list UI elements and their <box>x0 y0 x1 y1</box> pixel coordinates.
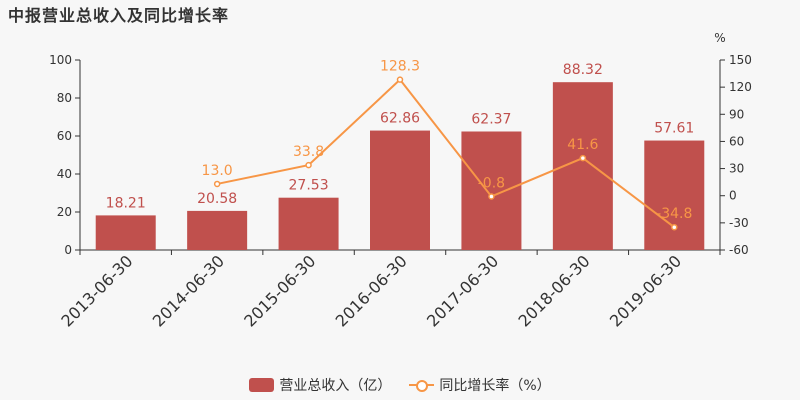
y-right-tick-label: -60 <box>729 243 749 257</box>
bar <box>370 130 430 250</box>
y-left-tick-label: 100 <box>49 53 72 67</box>
bar-data-label: 88.32 <box>563 62 603 78</box>
x-tick-label: 2016-06-30 <box>332 251 411 330</box>
x-tick-label: 2014-06-30 <box>149 251 228 330</box>
y-left-tick-label: 60 <box>57 129 72 143</box>
growth-data-label: 13.0 <box>202 163 233 179</box>
y-left-tick-label: 40 <box>57 167 72 181</box>
growth-point <box>396 76 404 83</box>
legend-revenue-label: 营业总收入（亿） <box>279 378 392 394</box>
bar-data-label: 62.86 <box>380 111 420 127</box>
growth-data-label: -0.8 <box>478 175 505 191</box>
y-right-tick-label: 0 <box>729 189 737 203</box>
growth-data-label: 41.6 <box>567 137 598 153</box>
chart-title: 中报营业总收入及同比增长率 <box>8 6 230 25</box>
x-tick-label: 2015-06-30 <box>240 251 319 330</box>
x-tick-label: 2017-06-30 <box>423 251 502 330</box>
legend-growth-label: 同比增长率（%） <box>439 378 551 394</box>
x-tick-label: 2018-06-30 <box>515 251 594 330</box>
y-right-tick-label: 90 <box>729 107 744 121</box>
bar <box>278 197 339 250</box>
y-right-tick-label: 150 <box>729 53 752 67</box>
growth-point <box>579 154 587 162</box>
y-left-tick-label: 80 <box>57 91 72 105</box>
y-right-tick-label: -30 <box>729 216 749 230</box>
growth-line <box>216 78 675 228</box>
growth-point <box>213 180 221 188</box>
bar <box>644 140 705 250</box>
y-right-tick-label: 60 <box>729 134 744 148</box>
legend-item-revenue[interactable]: 营业总收入（亿） <box>249 375 391 395</box>
growth-point <box>488 193 495 200</box>
bar-data-label: 18.21 <box>106 195 146 211</box>
legend-item-growth[interactable]: 同比增长率（%） <box>409 375 551 395</box>
y-right-tick-label: 30 <box>729 162 744 176</box>
x-tick-label: 2019-06-30 <box>606 251 685 330</box>
bar-data-label: 62.37 <box>471 111 511 127</box>
y-right-unit-label: % <box>714 31 725 45</box>
legend-bar-swatch <box>249 378 275 392</box>
bar <box>187 210 248 250</box>
bar-data-label: 57.61 <box>654 121 694 137</box>
legend-line-swatch <box>409 378 435 392</box>
growth-point <box>671 223 678 231</box>
bar-data-label: 27.53 <box>289 178 329 194</box>
growth-point <box>305 161 312 169</box>
legend: 营业总收入（亿） 同比增长率（%） <box>0 374 800 396</box>
bar <box>95 215 156 250</box>
y-right-tick-label: 120 <box>729 80 752 94</box>
growth-data-label: -34.8 <box>656 206 692 222</box>
bar-data-label: 20.58 <box>197 191 237 207</box>
x-tick-label: 2013-06-30 <box>57 251 136 330</box>
y-left-tick-label: 0 <box>64 243 72 257</box>
bar <box>461 131 522 250</box>
growth-data-label: 33.8 <box>293 144 324 160</box>
y-left-tick-label: 20 <box>57 205 72 219</box>
growth-data-label: 128.3 <box>380 59 420 75</box>
